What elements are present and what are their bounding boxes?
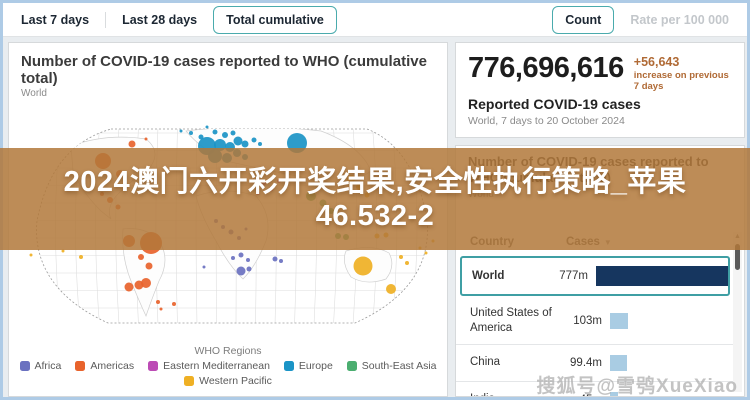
map-bubble[interactable]: [241, 140, 249, 148]
filter-rate-per-100000[interactable]: Rate per 100 000: [618, 7, 741, 33]
legend-swatch: [346, 361, 357, 371]
table-rows: World 777m United States of America 103m Chi…: [456, 256, 734, 396]
cases-cell: 99.4m: [570, 356, 602, 369]
toolbar-divider: [105, 11, 107, 28]
legend-title: WHO Regions: [194, 345, 262, 357]
map-bubble[interactable]: [236, 266, 246, 276]
map-bubble[interactable]: [386, 284, 396, 294]
country-cell: World: [472, 269, 505, 282]
legend-label: Europe: [298, 360, 333, 372]
legend-label: Eastern Mediterranean: [163, 360, 270, 372]
map-bubble[interactable]: [172, 302, 176, 306]
map-bubble[interactable]: [141, 278, 151, 288]
legend-swatch: [75, 361, 86, 371]
map-panel-title: Number of COVID-19 cases reported to WHO…: [21, 53, 427, 87]
map-bubble[interactable]: [258, 142, 262, 146]
cases-cell: 45m: [566, 394, 610, 396]
scrollbar-handle[interactable]: [735, 244, 740, 270]
legend-row-2: Western Pacific: [9, 375, 447, 387]
cases-cell: 103m: [573, 314, 602, 327]
legend-swatch: [148, 361, 159, 371]
table-row-world[interactable]: World 777m: [460, 256, 730, 296]
country-cell: United States of America: [470, 307, 552, 334]
filter-last-7-days[interactable]: Last 7 days: [9, 7, 101, 33]
map-bubble[interactable]: [238, 252, 244, 258]
time-filter-group: Last 7 days Last 28 days Total cumulativ…: [9, 5, 337, 34]
map-bubble[interactable]: [231, 256, 235, 260]
cases-bar: [610, 354, 627, 371]
delta-caption: increase on previous 7 days: [633, 70, 729, 92]
country-cell: China: [470, 356, 501, 369]
map-bubble[interactable]: [222, 132, 228, 138]
map-bubble[interactable]: [399, 255, 403, 259]
country-cell: India: [470, 392, 566, 396]
filter-total-cumulative[interactable]: Total cumulative: [213, 5, 337, 34]
map-bubble[interactable]: [138, 254, 144, 260]
map-outline: [36, 128, 428, 324]
table-scrollbar[interactable]: ▲: [733, 232, 742, 392]
map-bubble[interactable]: [156, 300, 160, 304]
legend-label: South-East Asia: [361, 360, 437, 372]
map-bubble[interactable]: [246, 258, 250, 262]
who-regions-legend: WHO Regions Africa Americas Eastern Medite…: [9, 345, 447, 390]
top-toolbar: Last 7 days Last 28 days Total cumulativ…: [3, 3, 747, 37]
map-bubble[interactable]: [205, 125, 209, 129]
map-bubble[interactable]: [79, 255, 83, 259]
map-bubble[interactable]: [124, 282, 134, 292]
map-bubble[interactable]: [198, 134, 204, 140]
map-bubble[interactable]: [279, 259, 283, 263]
legend-swatch: [19, 361, 30, 371]
map-bubble[interactable]: [202, 265, 206, 269]
legend-item-eastern-mediterranean[interactable]: Eastern Mediterranean: [148, 360, 270, 372]
legend-label: Americas: [90, 360, 135, 372]
map-panel-subtitle: World: [21, 88, 47, 99]
map-bubble[interactable]: [251, 137, 257, 143]
cases-bar: [596, 266, 728, 286]
table-row-china[interactable]: China 99.4m: [456, 343, 734, 381]
legend-row-1: Africa Americas Eastern Mediterranean Europ…: [9, 360, 447, 372]
total-cases-value: 776,696,616: [468, 52, 624, 84]
legend-item-africa[interactable]: Africa: [19, 360, 62, 372]
map-bubble[interactable]: [61, 249, 65, 253]
cases-bar: [610, 312, 628, 329]
metric-filter-group: Count Rate per 100 000: [552, 5, 741, 34]
legend-swatch: [283, 361, 294, 371]
map-bubble[interactable]: [353, 256, 373, 276]
table-row-united-states-of-america[interactable]: United States of America 103m: [456, 298, 734, 344]
map-bubble[interactable]: [233, 136, 243, 146]
map-bubble[interactable]: [144, 137, 148, 141]
delta-value: +56,643: [633, 55, 680, 69]
overlay-text-line2: 46.532-2: [315, 200, 435, 232]
legend-item-europe[interactable]: Europe: [283, 360, 333, 372]
promo-overlay-banner: 2024澳门六开彩开奖结果,安全性执行策略_苹果 46.532-2: [0, 148, 750, 250]
legend-item-americas[interactable]: Americas: [75, 360, 134, 372]
map-bubble[interactable]: [29, 253, 33, 257]
map-bubble[interactable]: [230, 130, 236, 136]
filter-last-28-days[interactable]: Last 28 days: [110, 7, 209, 33]
map-bubble[interactable]: [128, 140, 136, 148]
cases-bar: [610, 391, 618, 396]
legend-label: Africa: [34, 360, 62, 372]
map-bubble[interactable]: [272, 256, 278, 262]
map-bubble[interactable]: [145, 262, 153, 270]
stats-panel: 776,696,616 +56,643 increase on previous…: [455, 42, 745, 138]
map-bubble[interactable]: [424, 251, 428, 255]
map-bubble[interactable]: [246, 266, 252, 272]
map-bubble[interactable]: [179, 129, 183, 133]
filter-count[interactable]: Count: [552, 5, 615, 34]
legend-item-south-east-asia[interactable]: South-East Asia: [346, 360, 437, 372]
map-bubble[interactable]: [405, 261, 409, 265]
watermark-text: 搜狐号@雪鸮XueXiao: [536, 376, 738, 397]
legend-label: Western Pacific: [199, 375, 272, 387]
legend-item-western-pacific[interactable]: Western Pacific: [184, 375, 272, 387]
map-bubble[interactable]: [212, 129, 218, 135]
legend-swatch: [184, 376, 195, 386]
overlay-text-line1: 2024澳门六开彩开奖结果,安全性执行策略_苹果: [63, 165, 687, 198]
cases-cell: 777m: [559, 270, 588, 282]
table-row-india[interactable]: India45m: [456, 380, 734, 396]
map-bubble[interactable]: [189, 131, 193, 135]
stats-label: Reported COVID-19 cases: [468, 96, 641, 112]
stats-caption: World, 7 days to 20 October 2024: [468, 115, 625, 127]
map-bubble[interactable]: [159, 307, 163, 311]
